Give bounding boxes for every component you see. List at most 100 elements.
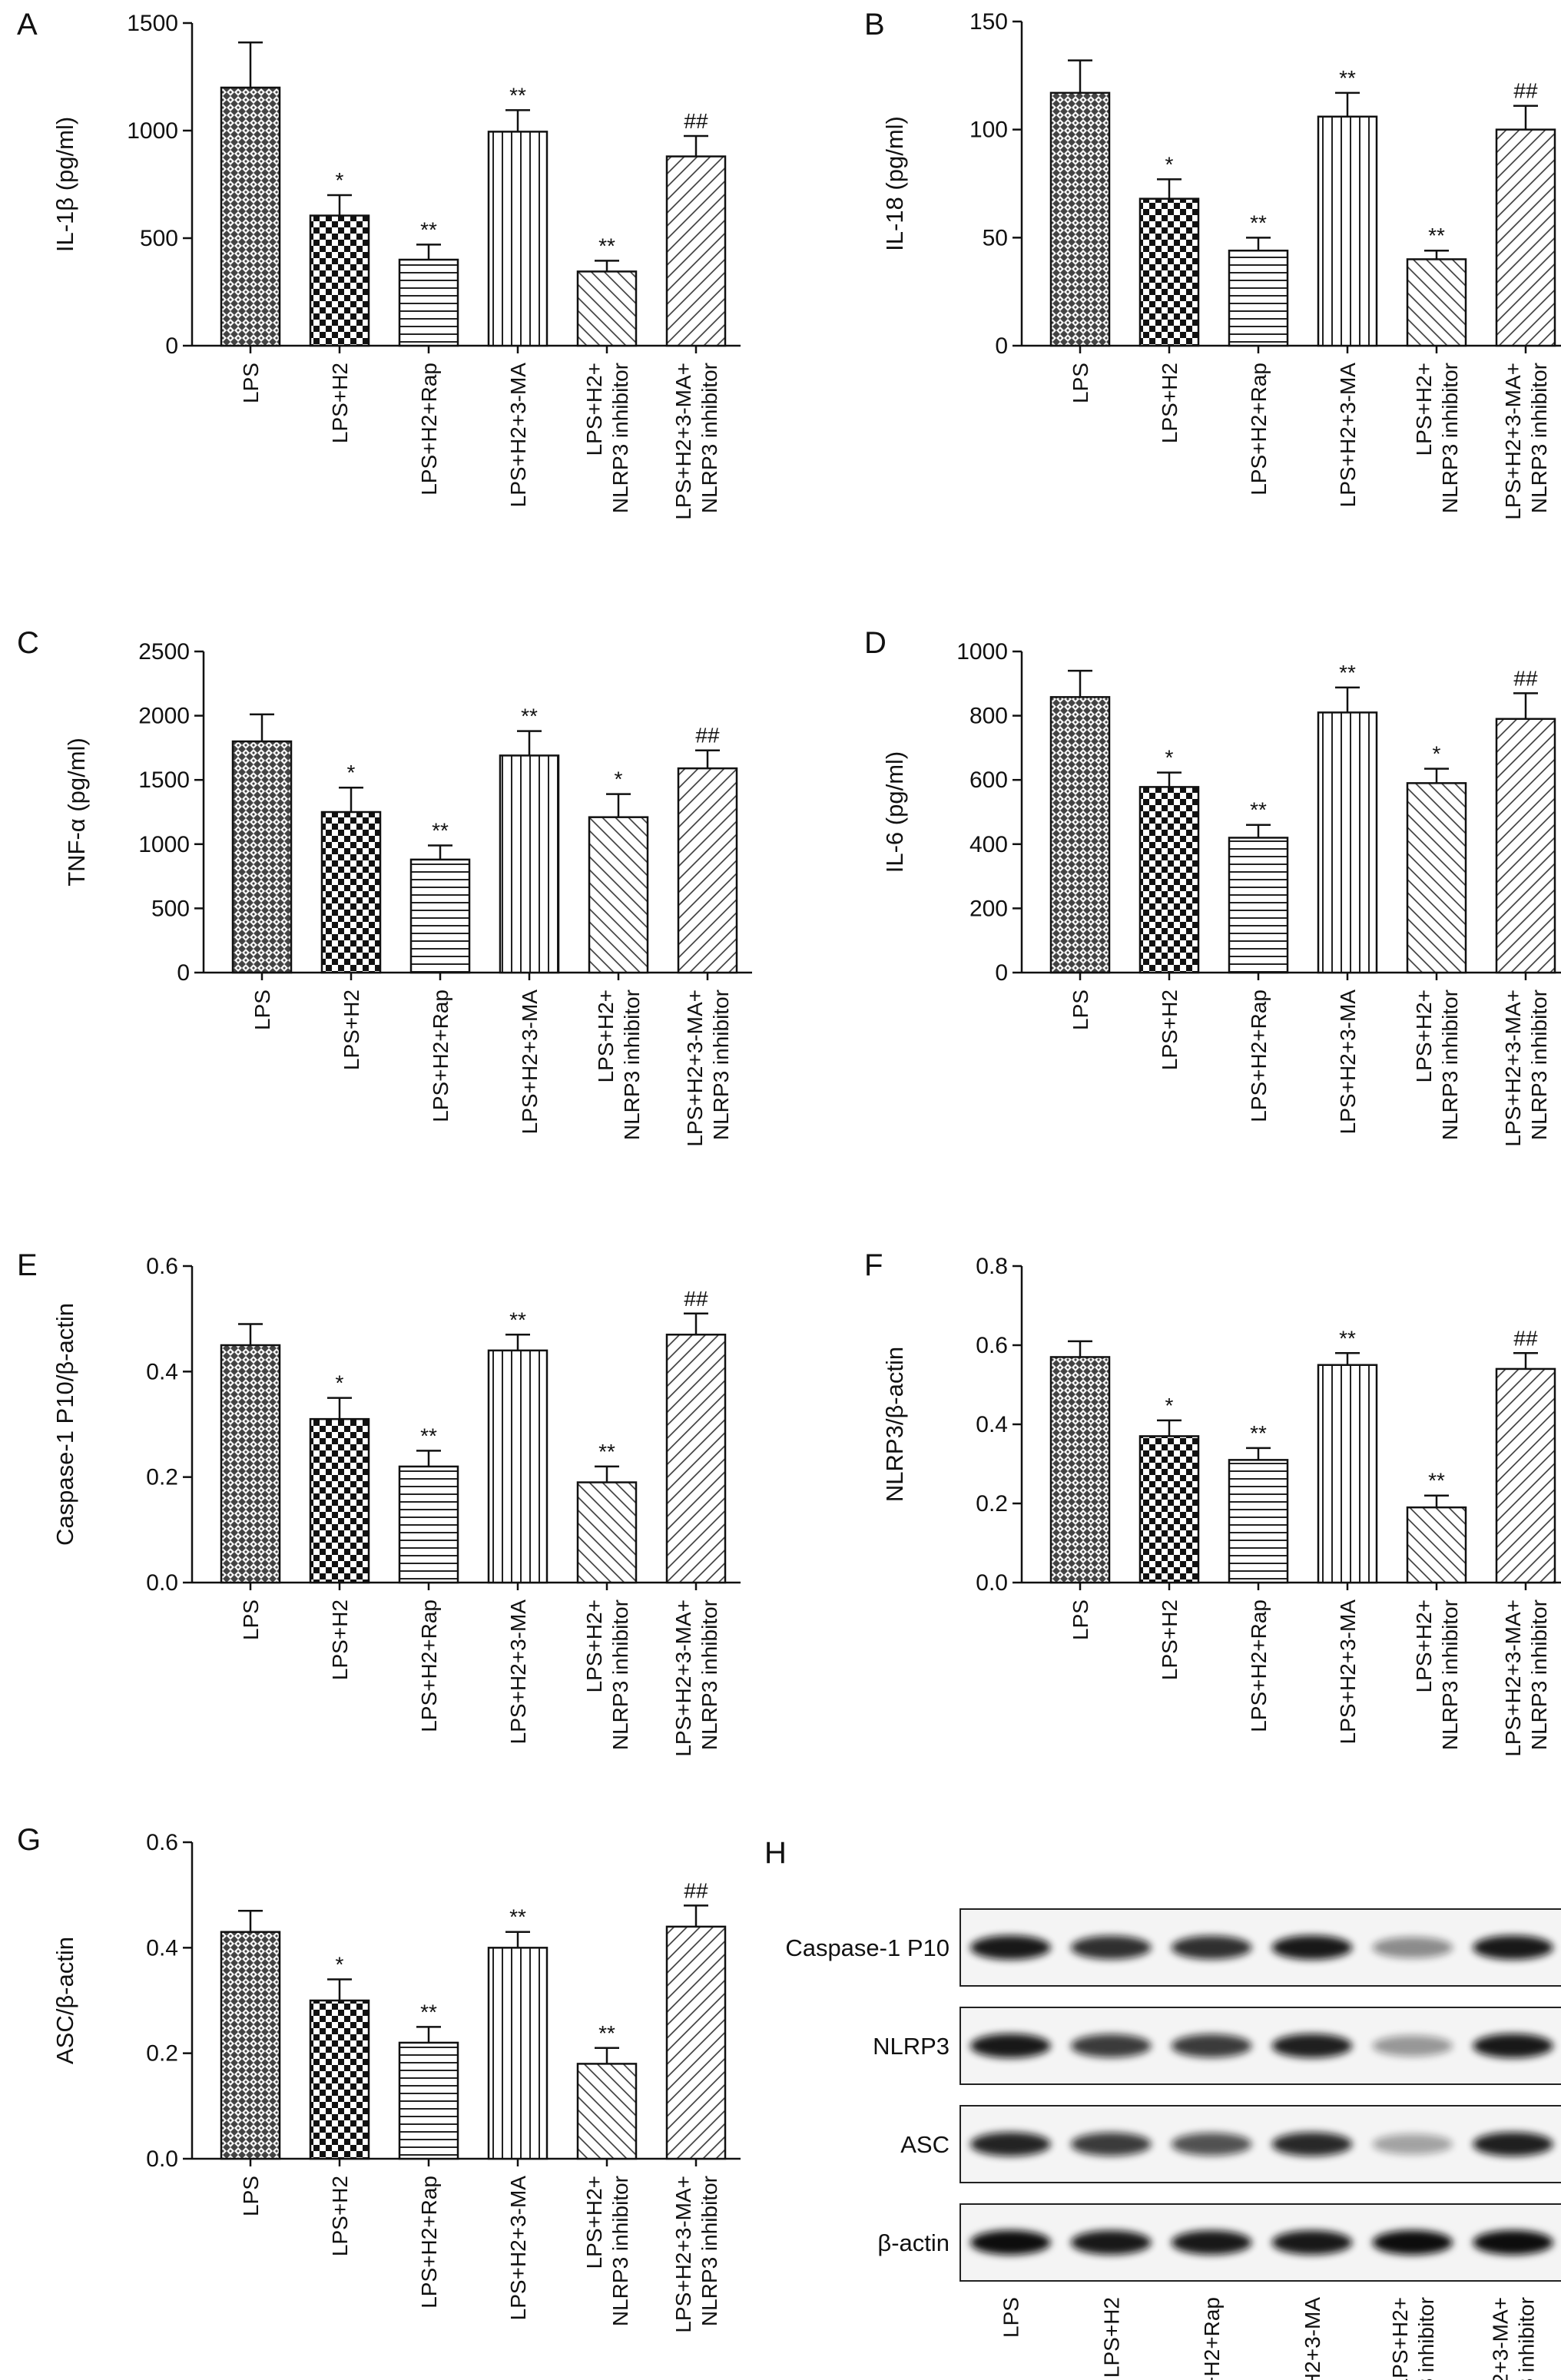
x-category-label: LPS <box>1069 1599 1092 1640</box>
panel-letter: E <box>17 1248 38 1282</box>
x-category-label: LPS <box>250 989 274 1030</box>
y-tick-label: 2000 <box>138 704 190 729</box>
significance-marker: ** <box>1339 66 1356 90</box>
bar <box>665 1925 727 2160</box>
y-tick-label: 0.4 <box>146 1935 178 1961</box>
bar <box>1317 1364 1378 1584</box>
significance-marker: * <box>347 761 356 784</box>
significance-marker: * <box>1165 746 1174 770</box>
blot-band <box>1473 1935 1553 1960</box>
bar <box>220 1931 281 2160</box>
bar <box>1495 128 1556 347</box>
blot-band <box>1372 2133 1453 2155</box>
y-tick-label: 0.0 <box>976 1570 1008 1596</box>
bar <box>1317 711 1378 974</box>
blot-lane-label: LPS+H2+3-MA+ <box>1489 2297 1513 2380</box>
y-tick-label: 0.2 <box>146 1465 178 1490</box>
chart-panel-d: D 0 200 400 600 800 1000 IL-6 (pg/ml) LPS * LPS+H2… <box>864 626 1561 1147</box>
blot-row-label: NLRP3 <box>873 2033 950 2060</box>
bar <box>1049 91 1111 347</box>
bar <box>231 740 293 974</box>
y-tick-label: 1000 <box>127 118 178 144</box>
bar <box>1138 786 1200 974</box>
x-category-label: LPS+H2+3-MA+ <box>671 1599 695 1757</box>
x-category-label: LPS+H2 <box>340 989 363 1070</box>
bar <box>1406 1506 1467 1584</box>
x-category-label: LPS+H2+ <box>582 1599 606 1692</box>
x-category-label: NLRP3 inhibitor <box>1527 363 1551 513</box>
bar <box>588 816 649 974</box>
x-category-label: LPS+H2 <box>1158 363 1182 443</box>
significance-marker: ** <box>1339 661 1356 684</box>
bar <box>309 214 370 347</box>
significance-marker: ** <box>521 704 538 728</box>
significance-marker: ** <box>509 83 526 107</box>
bar <box>309 1999 370 2160</box>
bar <box>320 810 382 974</box>
x-category-label: LPS+H2+3-MA <box>506 2176 530 2321</box>
y-axis-label: NLRP3/β-actin <box>881 1347 908 1502</box>
x-category-label: NLRP3 inhibitor <box>1527 1599 1551 1750</box>
y-tick-label: 2500 <box>138 639 190 665</box>
significance-marker: ** <box>1250 1421 1267 1445</box>
blot-strip <box>959 2203 1561 2282</box>
x-category-label: NLRP3 inhibitor <box>1527 989 1551 1140</box>
y-tick-label: 0.4 <box>146 1359 178 1384</box>
significance-marker: ## <box>1513 1326 1538 1350</box>
y-tick-label: 0 <box>995 333 1008 359</box>
blot-band <box>970 1935 1051 1960</box>
significance-marker: * <box>1433 742 1441 766</box>
panel-letter: H <box>764 1836 787 1870</box>
y-axis-label: ASC/β-actin <box>51 1937 78 2064</box>
significance-marker: ** <box>420 1424 437 1447</box>
bar <box>576 270 638 347</box>
y-tick-label: 500 <box>151 896 190 921</box>
blot-band <box>1171 2034 1252 2058</box>
y-tick-label: 1500 <box>127 11 178 36</box>
significance-marker: ## <box>684 1287 708 1311</box>
significance-marker: ** <box>1339 1326 1356 1350</box>
y-tick-label: 0.0 <box>146 1570 178 1596</box>
x-category-label: NLRP3 inhibitor <box>620 989 644 1140</box>
bar <box>1228 249 1289 347</box>
x-category-label: LPS+H2+3-MA <box>1336 1599 1360 1745</box>
x-category-label: LPS+H2+3-MA <box>518 989 542 1135</box>
significance-marker: ** <box>598 234 615 257</box>
panel-letter: F <box>864 1248 883 1282</box>
y-tick-label: 1000 <box>956 639 1008 665</box>
panel-letter: G <box>17 1823 41 1857</box>
x-category-label: NLRP3 inhibitor <box>608 363 632 513</box>
x-category-label: NLRP3 inhibitor <box>1438 1599 1462 1750</box>
significance-marker: ** <box>420 2000 437 2024</box>
x-category-label: LPS <box>239 363 263 403</box>
y-tick-label: 0.8 <box>976 1254 1008 1279</box>
y-tick-label: 0.2 <box>146 2041 178 2067</box>
blot-row-label: ASC <box>900 2131 950 2158</box>
panel-letter: A <box>17 8 38 41</box>
y-tick-label: 400 <box>969 832 1008 857</box>
bar <box>677 767 738 974</box>
blot-band <box>1473 2132 1553 2156</box>
bar <box>1049 1356 1111 1584</box>
x-category-label: LPS+H2+ <box>582 363 606 456</box>
significance-marker: ** <box>598 2021 615 2045</box>
x-category-label: LPS+H2+3-MA <box>1336 989 1360 1135</box>
x-category-label: LPS+H2+ <box>594 989 618 1082</box>
bar <box>487 131 549 347</box>
bar <box>487 1947 549 2160</box>
y-axis-label: IL-6 (pg/ml) <box>881 751 908 873</box>
y-tick-label: 0.6 <box>976 1333 1008 1358</box>
x-category-label: NLRP3 inhibitor <box>698 1599 721 1750</box>
blot-band <box>1070 2230 1152 2255</box>
blot-row-label: β-actin <box>877 2229 950 2256</box>
bar <box>220 1344 281 1584</box>
blot-band <box>1271 2230 1353 2255</box>
bar <box>487 1349 549 1584</box>
significance-marker: * <box>336 1371 344 1395</box>
blot-band <box>1070 2034 1152 2058</box>
x-category-label: LPS+H2+Rap <box>1247 989 1271 1122</box>
bar <box>1228 837 1289 974</box>
y-tick-label: 800 <box>969 704 1008 729</box>
blot-lane-label: LPS <box>999 2297 1022 2338</box>
blot-lane-label: LPS+H2+3-MA <box>1301 2297 1324 2380</box>
